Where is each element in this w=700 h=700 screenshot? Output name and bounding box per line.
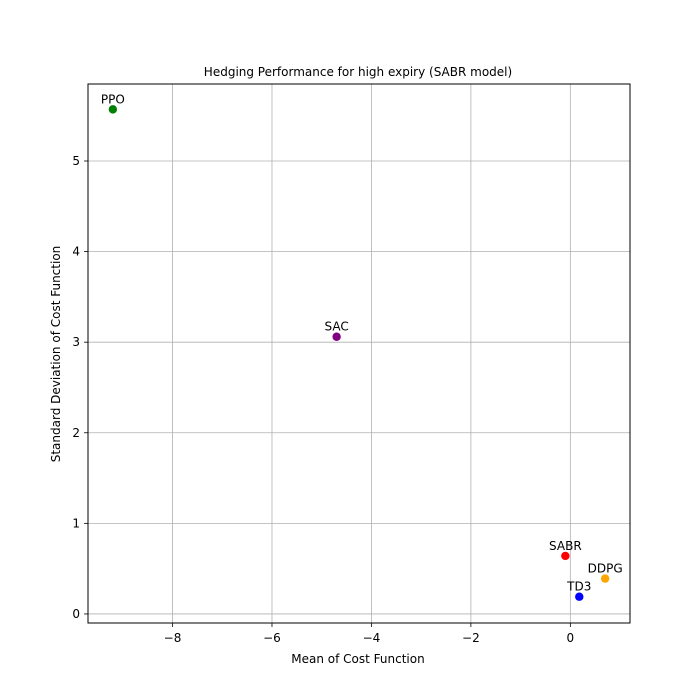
plot-area	[87, 83, 631, 624]
y-tick-label: 1	[72, 516, 80, 530]
y-tick-label: 4	[72, 245, 80, 259]
x-tick-label: −4	[363, 631, 381, 645]
data-point-label-td3: TD3	[566, 580, 591, 594]
data-point-ppo	[108, 105, 118, 114]
x-tick-label: −8	[164, 631, 182, 645]
data-point-label-ddpg: DDPG	[588, 562, 623, 576]
data-point-labels: PPO SAC SABR DDPG TD3	[101, 92, 623, 593]
y-tick-label: 3	[72, 335, 80, 349]
data-point-label-sac: SAC	[325, 320, 349, 334]
data-point-sabr	[561, 551, 570, 561]
x-axis-ticks: −8 −6 −4 −2 0	[164, 623, 574, 645]
data-point-td3	[575, 592, 584, 601]
y-tick-label: 0	[72, 607, 80, 621]
y-tick-label: 2	[72, 426, 80, 440]
data-point-ddpg	[600, 574, 610, 583]
chart-title: Hedging Performance for high expiry (SAB…	[204, 65, 512, 79]
data-point-label-ppo: PPO	[101, 92, 125, 106]
data-point-label-sabr: SABR	[549, 539, 582, 553]
data-points	[108, 105, 610, 601]
x-axis-label: Mean of Cost Function	[291, 652, 424, 666]
x-tick-label: 0	[567, 631, 575, 645]
y-tick-label: 5	[72, 154, 80, 168]
y-axis-ticks: 0 1 2 3 4 5	[72, 154, 88, 621]
grid	[88, 84, 630, 623]
x-tick-label: −6	[263, 631, 281, 645]
y-axis-label: Standard Deviation of Cost Function	[49, 246, 63, 463]
x-tick-label: −2	[462, 631, 480, 645]
data-point-sac	[332, 332, 341, 341]
